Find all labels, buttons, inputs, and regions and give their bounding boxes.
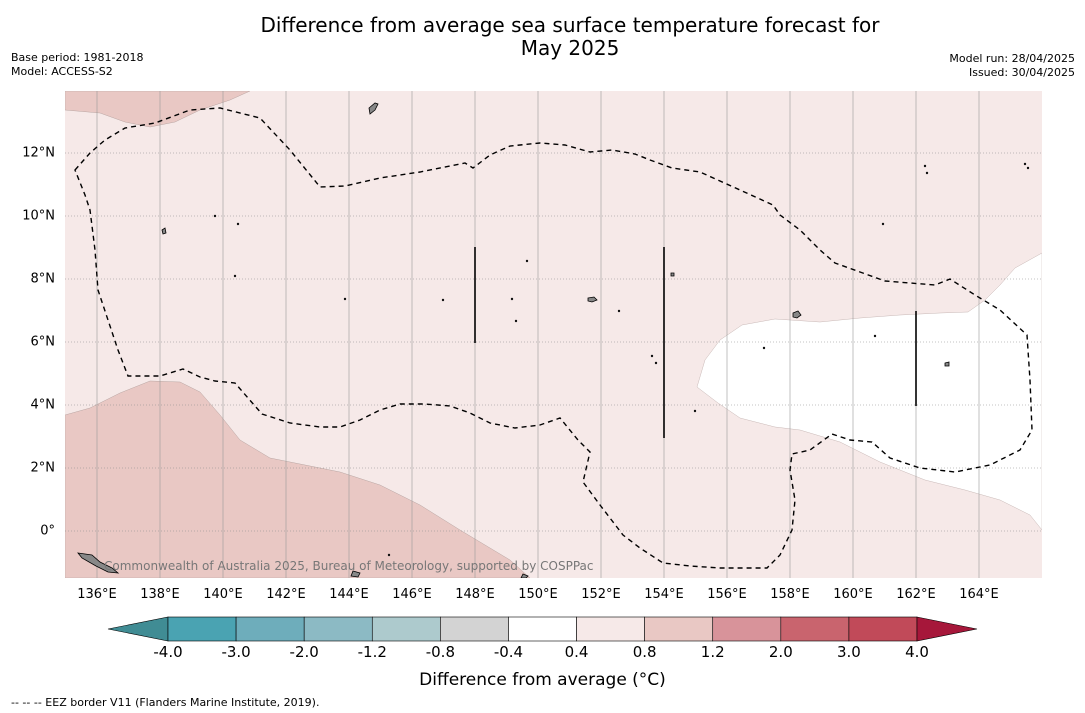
title-line-1: Difference from average sea surface temp… [260, 13, 880, 37]
islet [236, 222, 240, 226]
colorbar-tick-label: -1.2 [357, 643, 387, 661]
colorbar-segment [576, 616, 645, 642]
colorbar-segment [644, 616, 714, 642]
colorbar-segment [440, 616, 509, 642]
colorbar-segment [303, 616, 373, 642]
islet [881, 222, 885, 226]
islet [654, 361, 658, 365]
colorbar-segment [371, 616, 441, 642]
colorbar [107, 616, 978, 642]
longitude-label: 156°E [707, 587, 747, 602]
colorbar-segment [167, 616, 237, 642]
anomaly-region-neutral [696, 252, 1042, 531]
longitude-label: 164°E [959, 587, 999, 602]
latitude-label: 2°N [30, 460, 56, 476]
model-info: Base period: 1981-2018 Model: ACCESS-S2 [11, 51, 143, 79]
latitude-label: 0° [40, 523, 55, 539]
colorbar-tick-label: 4.0 [905, 643, 929, 661]
copyright-notice: Commonwealth of Australia 2025, Bureau o… [104, 559, 594, 573]
longitude-label: 154°E [644, 587, 684, 602]
longitude-label: 162°E [896, 587, 936, 602]
anomaly-region-warm-north [65, 91, 251, 128]
island [161, 227, 167, 235]
islet [387, 553, 391, 557]
islet [441, 298, 445, 302]
colorbar-tick-label: 3.0 [836, 643, 861, 661]
issued-date: Issued: 30/04/2025 [968, 66, 1075, 79]
islet [650, 354, 654, 358]
footnote: -- -- -- EEZ border V11 (Flanders Marine… [11, 696, 320, 709]
island [368, 102, 379, 115]
islet [693, 409, 697, 413]
longitude-label: 146°E [392, 587, 432, 602]
eez-border [74, 107, 1033, 569]
colorbar-extend-low [107, 616, 169, 642]
longitude-label: 158°E [770, 587, 810, 602]
longitude-label: 148°E [455, 587, 495, 602]
latitude-label: 6°N [30, 334, 56, 350]
model-run: Model run: 28/04/2025 [949, 52, 1075, 65]
islet [343, 297, 347, 301]
island [792, 310, 802, 319]
latitude-label: 10°N [22, 208, 55, 224]
longitude-label: 150°E [518, 587, 558, 602]
islet [923, 164, 927, 168]
longitude-label: 136°E [77, 587, 117, 602]
map-plot-area [65, 91, 1042, 578]
islet [233, 274, 237, 278]
colorbar-tick-label: 0.4 [564, 643, 589, 661]
colorbar-segment [235, 616, 305, 642]
islet [1026, 166, 1030, 170]
longitude-label: 144°E [329, 587, 369, 602]
colorbar-tick-label: 0.8 [632, 643, 657, 661]
colorbar-tick-label: -0.8 [425, 643, 455, 661]
longitude-label: 152°E [581, 587, 621, 602]
islet [873, 334, 877, 338]
colorbar-segment [508, 616, 577, 642]
run-info: Model run: 28/04/2025 Issued: 30/04/2025 [949, 52, 1075, 80]
colorbar-tick-label: -3.0 [221, 643, 251, 661]
colorbar-tick-label: -4.0 [153, 643, 183, 661]
colorbar-title: Difference from average (°C) [419, 670, 666, 690]
colorbar-extend-high [916, 616, 978, 642]
model-name: Model: ACCESS-S2 [11, 65, 113, 78]
islet [514, 319, 518, 323]
island [587, 296, 598, 303]
colorbar-tick-label: -2.0 [289, 643, 319, 661]
longitude-label: 140°E [203, 587, 243, 602]
colorbar-segment [712, 616, 782, 642]
islet [925, 171, 929, 175]
base-period: Base period: 1981-2018 [11, 51, 144, 64]
colorbar-segment [780, 616, 850, 642]
islet [617, 309, 621, 313]
island [520, 573, 529, 578]
islet [510, 297, 514, 301]
islet [762, 346, 766, 350]
latitude-label: 8°N [30, 271, 56, 287]
island [944, 361, 950, 367]
island [670, 272, 675, 277]
islet [1023, 162, 1027, 166]
island [77, 552, 120, 574]
colorbar-segment [848, 616, 918, 642]
map-title: Difference from average sea surface temp… [0, 14, 1085, 60]
longitude-label: 138°E [140, 587, 180, 602]
longitude-label: 160°E [833, 587, 873, 602]
latitude-label: 4°N [30, 397, 56, 413]
colorbar-tick-label: -0.4 [493, 643, 524, 661]
islet [213, 214, 217, 218]
title-line-2: May 2025 [520, 36, 620, 60]
colorbar-tick-label: 1.2 [700, 643, 725, 661]
islands [77, 102, 1030, 578]
island [350, 570, 361, 578]
anomaly-region-warm-south [65, 380, 531, 578]
islet [525, 259, 529, 263]
longitude-label: 142°E [266, 587, 306, 602]
latitude-label: 12°N [22, 145, 55, 161]
colorbar-tick-label: 2.0 [768, 643, 793, 661]
